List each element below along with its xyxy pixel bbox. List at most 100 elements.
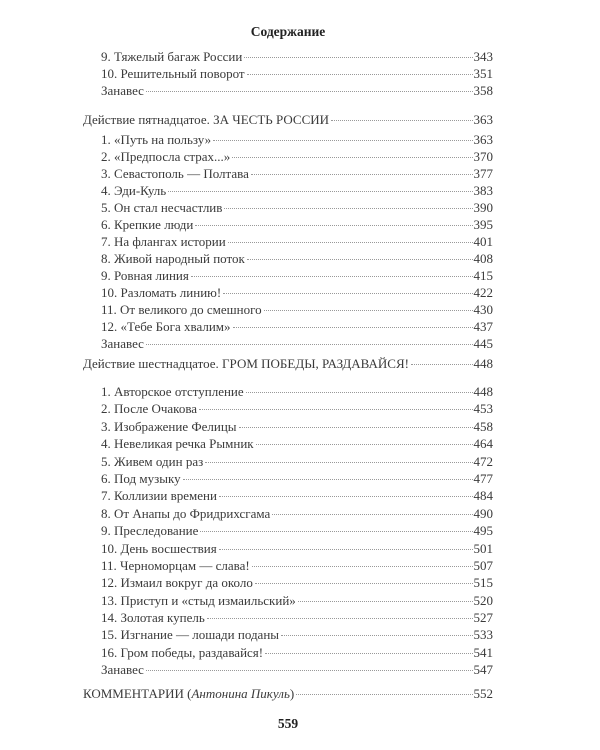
page-number: 559: [277, 716, 299, 731]
toc-label: 9. Преследование: [101, 523, 199, 539]
toc-page: 515: [473, 575, 494, 591]
toc-entry[interactable]: 11. От великого до смешного 430: [83, 301, 493, 318]
dot-leader: [297, 600, 473, 602]
toc-entry[interactable]: 1. «Путь на пользу» 363: [83, 131, 493, 148]
dot-leader: [265, 652, 473, 654]
toc-entry[interactable]: Занавес 445: [83, 335, 493, 352]
toc-page: 445: [473, 336, 494, 351]
toc-page: 507: [473, 557, 494, 573]
toc-label: 8. Живой народный поток: [101, 251, 245, 266]
toc-label: 2. «Предпосла страх...»: [101, 149, 231, 164]
dot-leader: [218, 548, 473, 550]
toc-label: 1. «Путь на пользу»: [101, 132, 212, 147]
toc-entry[interactable]: 12. Измаил вокруг да около 515: [83, 574, 493, 591]
toc-entry[interactable]: 15. Изгнание — лошади поданы 533: [83, 626, 493, 643]
comments-label: КОММЕНТАРИИ: [83, 686, 184, 702]
toc-label: 9. Ровная линия: [101, 268, 189, 283]
toc-entry[interactable]: 3. Севастополь — Полтава 377: [83, 165, 493, 182]
toc-entry[interactable]: 4. Эди-Куль 383: [83, 182, 493, 199]
toc-page: 533: [473, 627, 494, 643]
dot-leader: [199, 409, 473, 411]
toc-entry[interactable]: 8. Живой народный поток 408: [83, 250, 493, 267]
toc-entry[interactable]: 10. Разломать линию! 422: [83, 284, 493, 301]
dot-leader: [331, 120, 473, 121]
toc-entry[interactable]: 11. Черноморцам — слава! 507: [83, 557, 493, 574]
comments-author: Антонина Пикуль: [191, 686, 290, 702]
dot-leader: [182, 478, 473, 480]
toc-page: 395: [473, 217, 494, 232]
dot-leader: [232, 157, 473, 158]
toc-label: 1. Авторское отступление: [101, 384, 244, 399]
dot-leader: [246, 74, 473, 75]
toc-page: 415: [473, 268, 494, 283]
toc-entry[interactable]: 9. Преследование 495: [83, 522, 493, 539]
toc-entry[interactable]: 10. Решительный поворот 351: [83, 65, 493, 82]
toc-label: 10. Разломать линию!: [101, 285, 222, 300]
toc-label: 11. Черноморцам — слава!: [101, 557, 250, 573]
toc-page: 430: [473, 302, 494, 317]
toc-page: 484: [473, 488, 494, 504]
toc-entry[interactable]: 2. «Предпосла страх...» 370: [83, 148, 493, 165]
toc-page: 448: [473, 356, 494, 371]
toc-label: 6. Крепкие люди: [101, 217, 194, 232]
toc-entry[interactable]: 14. Золотая купель 527: [83, 609, 493, 626]
toc-page: 370: [473, 149, 494, 164]
toc-label: 7. Коллизии времени: [101, 488, 217, 504]
toc-entry[interactable]: 9. Ровная линия 415: [83, 267, 493, 284]
toc-entry[interactable]: 6. Под музыку 477: [83, 470, 493, 487]
toc-page: 501: [473, 540, 494, 556]
dot-leader: [223, 293, 473, 294]
toc-entry[interactable]: 8. От Анапы до Фридрихсгама 490: [83, 505, 493, 522]
toc-page: 351: [473, 66, 494, 81]
toc-act-16-items: 1. Авторское отступление 448 2. После Очак…: [83, 383, 493, 679]
toc-page: 448: [473, 384, 494, 399]
toc-page: 547: [473, 662, 494, 678]
toc-label: Действие шестнадцатое. ГРОМ ПОБЕДЫ, РАЗД…: [83, 356, 409, 371]
dot-leader: [224, 208, 473, 209]
toc-label: 4. Невеликая речка Рымник: [101, 436, 254, 452]
dot-leader: [296, 694, 473, 696]
dot-leader: [410, 364, 473, 365]
toc-label: 13. Приступ и «стыд измаильский»: [101, 592, 296, 608]
dot-leader: [206, 618, 473, 620]
toc-entry[interactable]: 7. На флангах истории 401: [83, 233, 493, 250]
toc-label: 9. Тяжелый багаж России: [101, 49, 243, 64]
toc-entry[interactable]: 9. Тяжелый багаж России 343: [83, 48, 493, 65]
toc-act-15[interactable]: Действие пятнадцатое. ЗА ЧЕСТЬ РОССИИ 36…: [83, 111, 493, 128]
toc-entry[interactable]: Занавес 358: [83, 82, 493, 99]
dot-leader: [200, 531, 473, 533]
toc-entry[interactable]: 4. Невеликая речка Рымник 464: [83, 435, 493, 452]
toc-label: Занавес: [101, 336, 144, 351]
toc-entry[interactable]: 2. После Очакова 453: [83, 400, 493, 417]
toc-page: 390: [473, 200, 494, 215]
toc-entry[interactable]: 12. «Тебе Бога хвалим» 437: [83, 318, 493, 335]
toc-label: 10. День восшествия: [101, 540, 217, 556]
toc-label: 5. Живем один раз: [101, 453, 204, 469]
toc-comments[interactable]: КОММЕНТАРИИ (Антонина Пикуль) 552: [83, 685, 493, 702]
dot-leader: [254, 583, 473, 585]
toc-label: 4. Эди-Куль: [101, 183, 167, 198]
toc-entry[interactable]: 10. День восшествия 501: [83, 540, 493, 557]
toc-entry[interactable]: Занавес 547: [83, 661, 493, 678]
toc-entry[interactable]: 16. Гром победы, раздавайся! 541: [83, 644, 493, 661]
toc-entry[interactable]: 3. Изображение Фелицы 458: [83, 418, 493, 435]
toc-entry[interactable]: 5. Живем один раз 472: [83, 453, 493, 470]
toc-label: 6. Под музыку: [101, 470, 181, 486]
toc-page: 437: [473, 319, 494, 334]
toc-label: 10. Решительный поворот: [101, 66, 245, 81]
toc-page: 358: [473, 83, 494, 98]
toc-entry[interactable]: 5. Он стал несчастлив 390: [83, 199, 493, 216]
toc-page: 453: [473, 401, 494, 417]
dot-leader: [244, 57, 473, 58]
toc-entry[interactable]: 13. Приступ и «стыд измаильский» 520: [83, 592, 493, 609]
toc-entry[interactable]: 7. Коллизии времени 484: [83, 487, 493, 504]
toc-page: 527: [473, 610, 494, 626]
toc-page: 495: [473, 523, 494, 539]
dot-leader: [263, 310, 473, 311]
toc-label: 11. От великого до смешного: [101, 302, 262, 317]
toc-entry[interactable]: 6. Крепкие люди 395: [83, 216, 493, 233]
toc-entry[interactable]: 1. Авторское отступление 448: [83, 383, 493, 400]
dot-leader: [227, 242, 473, 243]
toc-act-16[interactable]: Действие шестнадцатое. ГРОМ ПОБЕДЫ, РАЗД…: [83, 355, 493, 372]
dot-leader: [232, 327, 473, 328]
